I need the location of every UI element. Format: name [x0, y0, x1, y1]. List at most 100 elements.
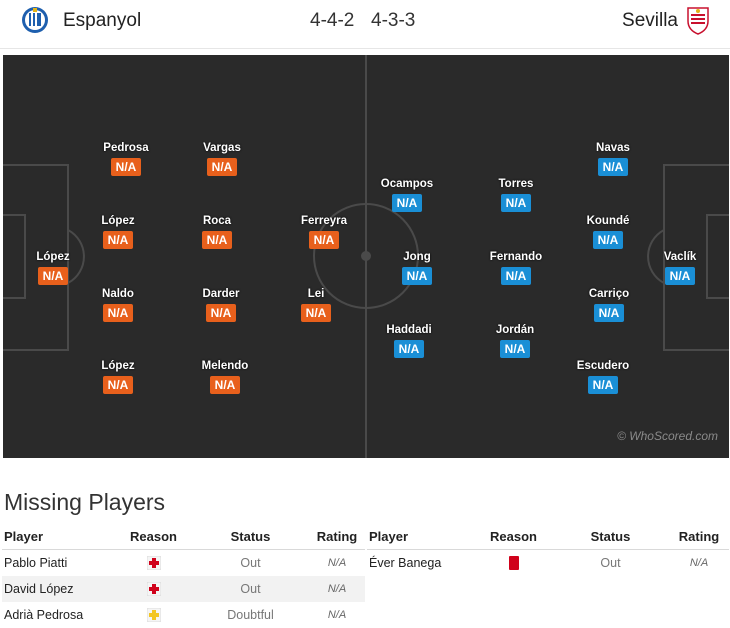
missing-player-name[interactable]: Pablo Piatti: [4, 556, 68, 570]
player-name: Lei: [307, 288, 325, 300]
missing-reason: [475, 550, 552, 577]
away-player[interactable]: Haddadi N/A: [364, 324, 454, 358]
espanyol-crest-icon: [22, 7, 48, 33]
table-row: David López Out N/A: [2, 576, 365, 602]
player-name: Naldo: [102, 288, 134, 300]
player-name: Navas: [596, 142, 630, 154]
home-team-name[interactable]: Espanyol: [63, 10, 142, 31]
away-player[interactable]: Jordán N/A: [470, 324, 560, 358]
player-name: Jong: [403, 251, 431, 263]
away-player[interactable]: Ocampos N/A: [362, 178, 452, 212]
player-rating-badge: N/A: [593, 231, 623, 249]
home-player[interactable]: Pedrosa N/A: [81, 142, 171, 176]
player-name: López: [101, 215, 135, 227]
player-rating-badge: N/A: [392, 194, 422, 212]
player-name: Pedrosa: [103, 142, 149, 154]
injury-icon: [146, 556, 161, 571]
missing-status: Out: [240, 556, 261, 570]
player-rating-badge: N/A: [500, 340, 530, 358]
col-status: Status: [552, 523, 669, 550]
table-header: Player Reason Status Rating: [2, 523, 365, 550]
missing-rating: N/A: [689, 557, 709, 569]
away-player[interactable]: Jong N/A: [372, 251, 462, 285]
player-name: Escudero: [576, 360, 630, 372]
player-rating-badge: N/A: [210, 376, 240, 394]
away-player[interactable]: Torres N/A: [471, 178, 561, 212]
missing-player-name[interactable]: Adrià Pedrosa: [4, 608, 84, 622]
missing-players-title: Missing Players: [4, 489, 166, 515]
home-formation: 4-4-2: [310, 10, 355, 31]
player-name: Ocampos: [380, 178, 434, 190]
missing-player-name[interactable]: David López: [2, 576, 115, 602]
player-rating-badge: N/A: [38, 267, 68, 285]
missing-status: Out: [192, 576, 309, 602]
player-rating-badge: N/A: [206, 304, 236, 322]
player-rating-badge: N/A: [111, 158, 141, 176]
away-player[interactable]: Navas N/A: [568, 142, 658, 176]
home-player[interactable]: Vargas N/A: [177, 142, 267, 176]
player-name: Jordán: [495, 324, 535, 336]
away-player[interactable]: Vaclík N/A: [635, 251, 725, 285]
player-rating-badge: N/A: [501, 194, 531, 212]
away-player[interactable]: Fernando N/A: [471, 251, 561, 285]
table-row: Pablo Piatti Out N/A: [2, 550, 365, 577]
col-player: Player: [2, 523, 115, 550]
player-rating-badge: N/A: [598, 158, 628, 176]
home-player[interactable]: Roca N/A: [172, 215, 262, 249]
col-rating: Rating: [669, 523, 729, 550]
player-rating-badge: N/A: [103, 231, 133, 249]
player-rating-badge: N/A: [394, 340, 424, 358]
home-player[interactable]: Melendo N/A: [180, 360, 270, 394]
match-header: Espanyol 4-4-2 4-3-3 Sevilla: [0, 0, 730, 49]
player-rating-badge: N/A: [202, 231, 232, 249]
missing-reason: [115, 550, 192, 577]
missing-rating: N/A: [327, 557, 347, 569]
player-rating-badge: N/A: [103, 304, 133, 322]
player-name: López: [36, 251, 70, 263]
doubtful-injury-icon: [146, 608, 161, 623]
player-rating-badge: N/A: [594, 304, 624, 322]
missing-status: Out: [600, 556, 621, 570]
col-status: Status: [192, 523, 309, 550]
home-player[interactable]: López N/A: [73, 360, 163, 394]
col-reason: Reason: [115, 523, 192, 550]
pitch-lines: [3, 55, 729, 458]
away-formation: 4-3-3: [371, 10, 416, 31]
col-reason: Reason: [475, 523, 552, 550]
home-player[interactable]: López N/A: [8, 251, 98, 285]
player-rating-badge: N/A: [501, 267, 531, 285]
player-rating-badge: N/A: [402, 267, 432, 285]
player-name: Haddadi: [386, 324, 432, 336]
player-rating-badge: N/A: [301, 304, 331, 322]
player-name: Koundé: [586, 215, 630, 227]
player-name: López: [101, 360, 135, 372]
home-player[interactable]: Ferreyra N/A: [279, 215, 369, 249]
away-player[interactable]: Carriço N/A: [564, 288, 654, 322]
watermark: © WhoScored.com: [617, 429, 718, 443]
missing-reason: [115, 576, 192, 602]
away-team-name[interactable]: Sevilla: [622, 10, 678, 31]
player-name: Fernando: [489, 251, 543, 263]
player-rating-badge: N/A: [309, 231, 339, 249]
home-missing-table: Player Reason Status Rating Pablo Piatti…: [2, 523, 365, 628]
away-player[interactable]: Escudero N/A: [558, 360, 648, 394]
player-name: Vargas: [203, 142, 241, 154]
home-player[interactable]: Naldo N/A: [73, 288, 163, 322]
player-name: Carriço: [588, 288, 630, 300]
player-name: Roca: [202, 215, 232, 227]
away-player[interactable]: Koundé N/A: [563, 215, 653, 249]
player-rating-badge: N/A: [665, 267, 695, 285]
home-player[interactable]: Lei N/A: [271, 288, 361, 322]
missing-status: Doubtful: [227, 608, 274, 622]
injury-icon: [146, 582, 161, 597]
missing-reason: [115, 602, 192, 628]
player-name: Ferreyra: [300, 215, 348, 227]
col-player: Player: [367, 523, 475, 550]
missing-rating: N/A: [327, 609, 347, 621]
home-player[interactable]: López N/A: [73, 215, 163, 249]
away-missing-table: Player Reason Status Rating Éver Banega O…: [367, 523, 729, 576]
red-card-icon: [508, 556, 519, 571]
home-player[interactable]: Darder N/A: [176, 288, 266, 322]
player-rating-badge: N/A: [588, 376, 618, 394]
missing-player-name[interactable]: Éver Banega: [369, 556, 442, 570]
